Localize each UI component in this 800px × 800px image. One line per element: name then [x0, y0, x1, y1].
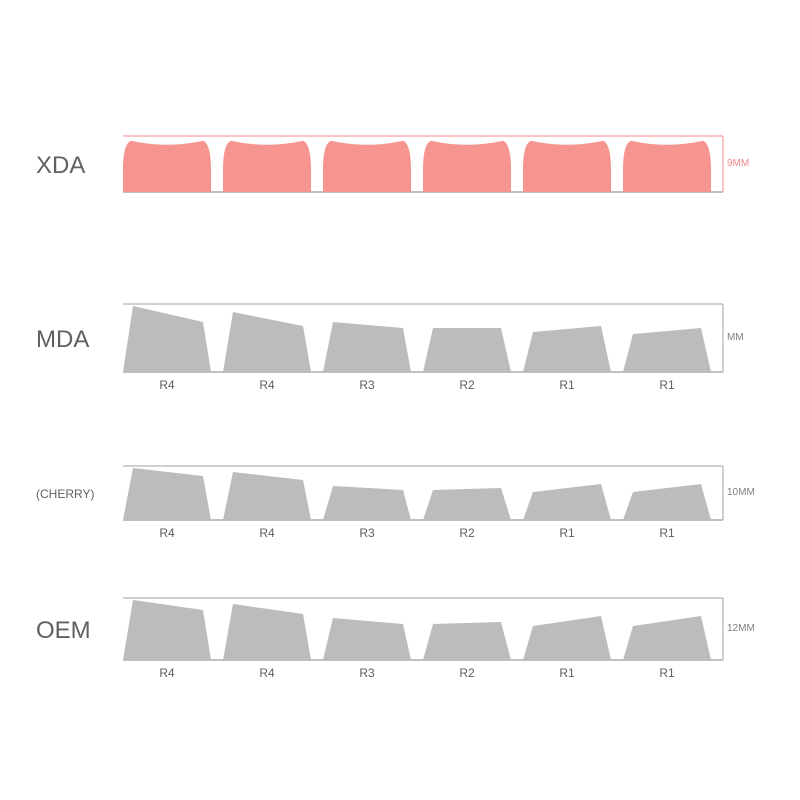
- row-label: R4: [237, 526, 297, 540]
- keycap-mda-0: [123, 306, 211, 372]
- profile-label-mda: MDA: [36, 326, 89, 354]
- row-label: R3: [337, 666, 397, 680]
- keycap-cherry-1: [223, 472, 311, 520]
- row-label: R3: [337, 378, 397, 392]
- keycap-oem-1: [223, 604, 311, 660]
- keycap-xda-4: [523, 141, 611, 192]
- row-label: R4: [137, 666, 197, 680]
- profile-label-text: XDA: [36, 152, 85, 179]
- height-label-cherry: 10MM: [727, 487, 755, 498]
- row-label: R4: [137, 526, 197, 540]
- row-label: R3: [337, 526, 397, 540]
- profile-label-cherry: (CHERRY): [36, 487, 94, 501]
- profile-label-text: MDA: [36, 326, 89, 353]
- row-label: R1: [637, 378, 697, 392]
- profile-keys-mda: [123, 298, 783, 378]
- row-label: R1: [537, 526, 597, 540]
- height-label-mda: MM: [727, 332, 744, 343]
- row-label: R1: [637, 666, 697, 680]
- keycap-oem-0: [123, 600, 211, 660]
- keycap-mda-4: [523, 326, 611, 372]
- keycap-xda-0: [123, 141, 211, 192]
- row-label: R2: [437, 526, 497, 540]
- keycap-cherry-0: [123, 468, 211, 520]
- row-label: R4: [237, 378, 297, 392]
- row-label: R2: [437, 378, 497, 392]
- keycap-mda-3: [423, 328, 511, 372]
- keycap-xda-5: [623, 141, 711, 192]
- keycap-xda-1: [223, 141, 311, 192]
- keycap-xda-2: [323, 141, 411, 192]
- profile-label-oem: OEM: [36, 617, 91, 645]
- keycap-mda-1: [223, 312, 311, 372]
- profile-label-text: CHERRY: [40, 487, 90, 501]
- keycap-mda-2: [323, 322, 411, 372]
- profile-label-xda: XDA: [36, 152, 85, 180]
- keycap-mda-5: [623, 328, 711, 372]
- keycap-oem-5: [623, 616, 711, 660]
- row-label: R1: [537, 666, 597, 680]
- row-label: R1: [637, 526, 697, 540]
- keycap-profile-diagram: XDA 9MM MDA MM R4 R4 R3 R2 R1 R1 (CHERRY) 10MM R4 R4 R…: [0, 0, 800, 800]
- profile-keys-cherry: [123, 460, 783, 526]
- keycap-cherry-2: [323, 486, 411, 520]
- row-label: R2: [437, 666, 497, 680]
- row-label: R1: [537, 378, 597, 392]
- keycap-oem-2: [323, 618, 411, 660]
- profile-label-text: OEM: [36, 617, 91, 644]
- height-label-xda: 9MM: [727, 158, 749, 169]
- keycap-cherry-3: [423, 488, 511, 520]
- profile-keys-xda: [123, 130, 783, 198]
- keycap-cherry-5: [623, 484, 711, 520]
- height-label-oem: 12MM: [727, 623, 755, 634]
- keycap-oem-3: [423, 622, 511, 660]
- profile-keys-oem: [123, 592, 783, 666]
- keycap-xda-3: [423, 141, 511, 192]
- row-label: R4: [237, 666, 297, 680]
- row-label: R4: [137, 378, 197, 392]
- keycap-cherry-4: [523, 484, 611, 520]
- keycap-oem-4: [523, 616, 611, 660]
